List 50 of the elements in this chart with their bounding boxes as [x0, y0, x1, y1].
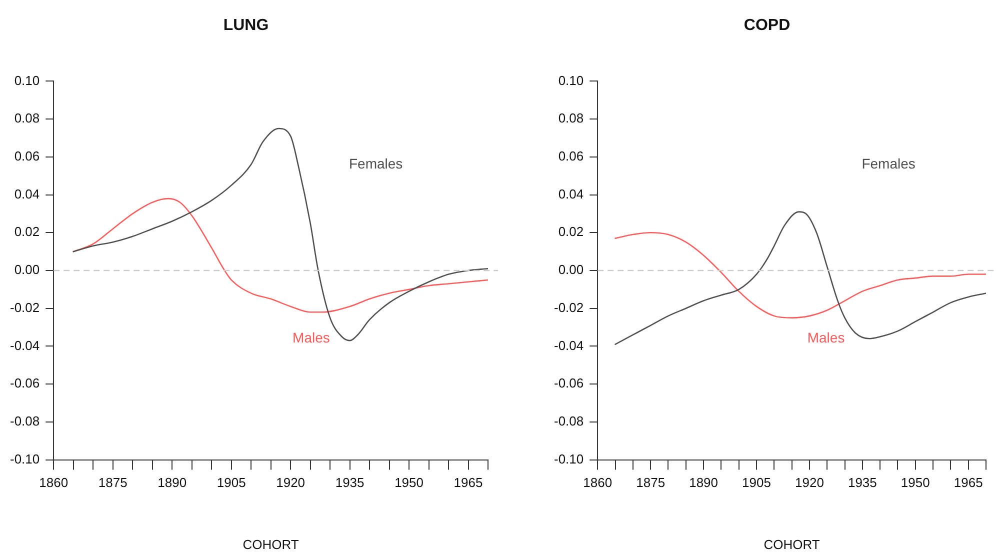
chart-title: LUNG: [223, 17, 269, 34]
y-tick-label: -0.06: [10, 376, 40, 391]
y-tick-label: -0.10: [554, 451, 584, 466]
x-axis-title: COHORT: [242, 536, 299, 552]
x-tick-label: 1890: [158, 475, 187, 490]
chart-title: COPD: [744, 17, 790, 34]
y-tick-label: 0.02: [14, 224, 40, 240]
y-tick-label: -0.08: [554, 414, 584, 429]
y-tick-label: 0.10: [558, 72, 584, 88]
y-tick-label: 0.00: [14, 262, 40, 278]
y-tick-label: -0.06: [554, 376, 584, 391]
y-tick-label: 0.08: [558, 110, 584, 126]
line-series: [614, 211, 986, 345]
x-tick-label: 1860: [583, 475, 612, 490]
y-tick-label: 0.06: [558, 148, 584, 164]
y-tick-label: 0.04: [558, 186, 584, 202]
series-label: Males: [292, 330, 330, 346]
x-tick-label: 1905: [742, 475, 771, 490]
y-tick-label: 0.02: [558, 224, 584, 240]
y-tick-label: -0.10: [10, 451, 40, 466]
y-tick-label: -0.04: [10, 338, 40, 353]
x-tick-label: 1875: [98, 475, 128, 490]
line-series: [614, 232, 986, 318]
x-tick-label: 1905: [216, 475, 246, 490]
x-tick-label: 1860: [39, 475, 68, 490]
x-tick-label: 1920: [276, 475, 306, 490]
y-tick-label: -0.02: [554, 300, 584, 315]
x-tick-label: 1920: [795, 475, 824, 490]
x-axis-title: COHORT: [764, 536, 820, 552]
x-tick-label: 1965: [454, 475, 483, 490]
y-tick-label: 0.06: [14, 148, 40, 164]
y-tick-label: -0.02: [10, 300, 40, 315]
x-tick-label: 1875: [636, 475, 666, 490]
x-tick-label: 1965: [954, 475, 983, 490]
x-tick-label: 1890: [689, 475, 718, 490]
x-tick-label: 1950: [900, 475, 930, 490]
line-series: [72, 128, 488, 342]
series-label: Males: [807, 330, 845, 346]
y-tick-label: 0.10: [14, 72, 40, 88]
y-tick-label: -0.04: [554, 338, 584, 353]
y-tick-label: 0.00: [558, 262, 584, 278]
text: Females: [862, 155, 916, 172]
y-tick-label: 0.04: [14, 186, 40, 202]
x-tick-label: 1935: [848, 475, 877, 490]
line-series: [72, 198, 488, 313]
x-tick-label: 1950: [394, 475, 424, 490]
text: Females: [349, 155, 403, 172]
x-tick-label: 1935: [335, 475, 364, 490]
y-tick-label: 0.08: [14, 110, 40, 126]
y-tick-label: -0.08: [10, 414, 40, 429]
